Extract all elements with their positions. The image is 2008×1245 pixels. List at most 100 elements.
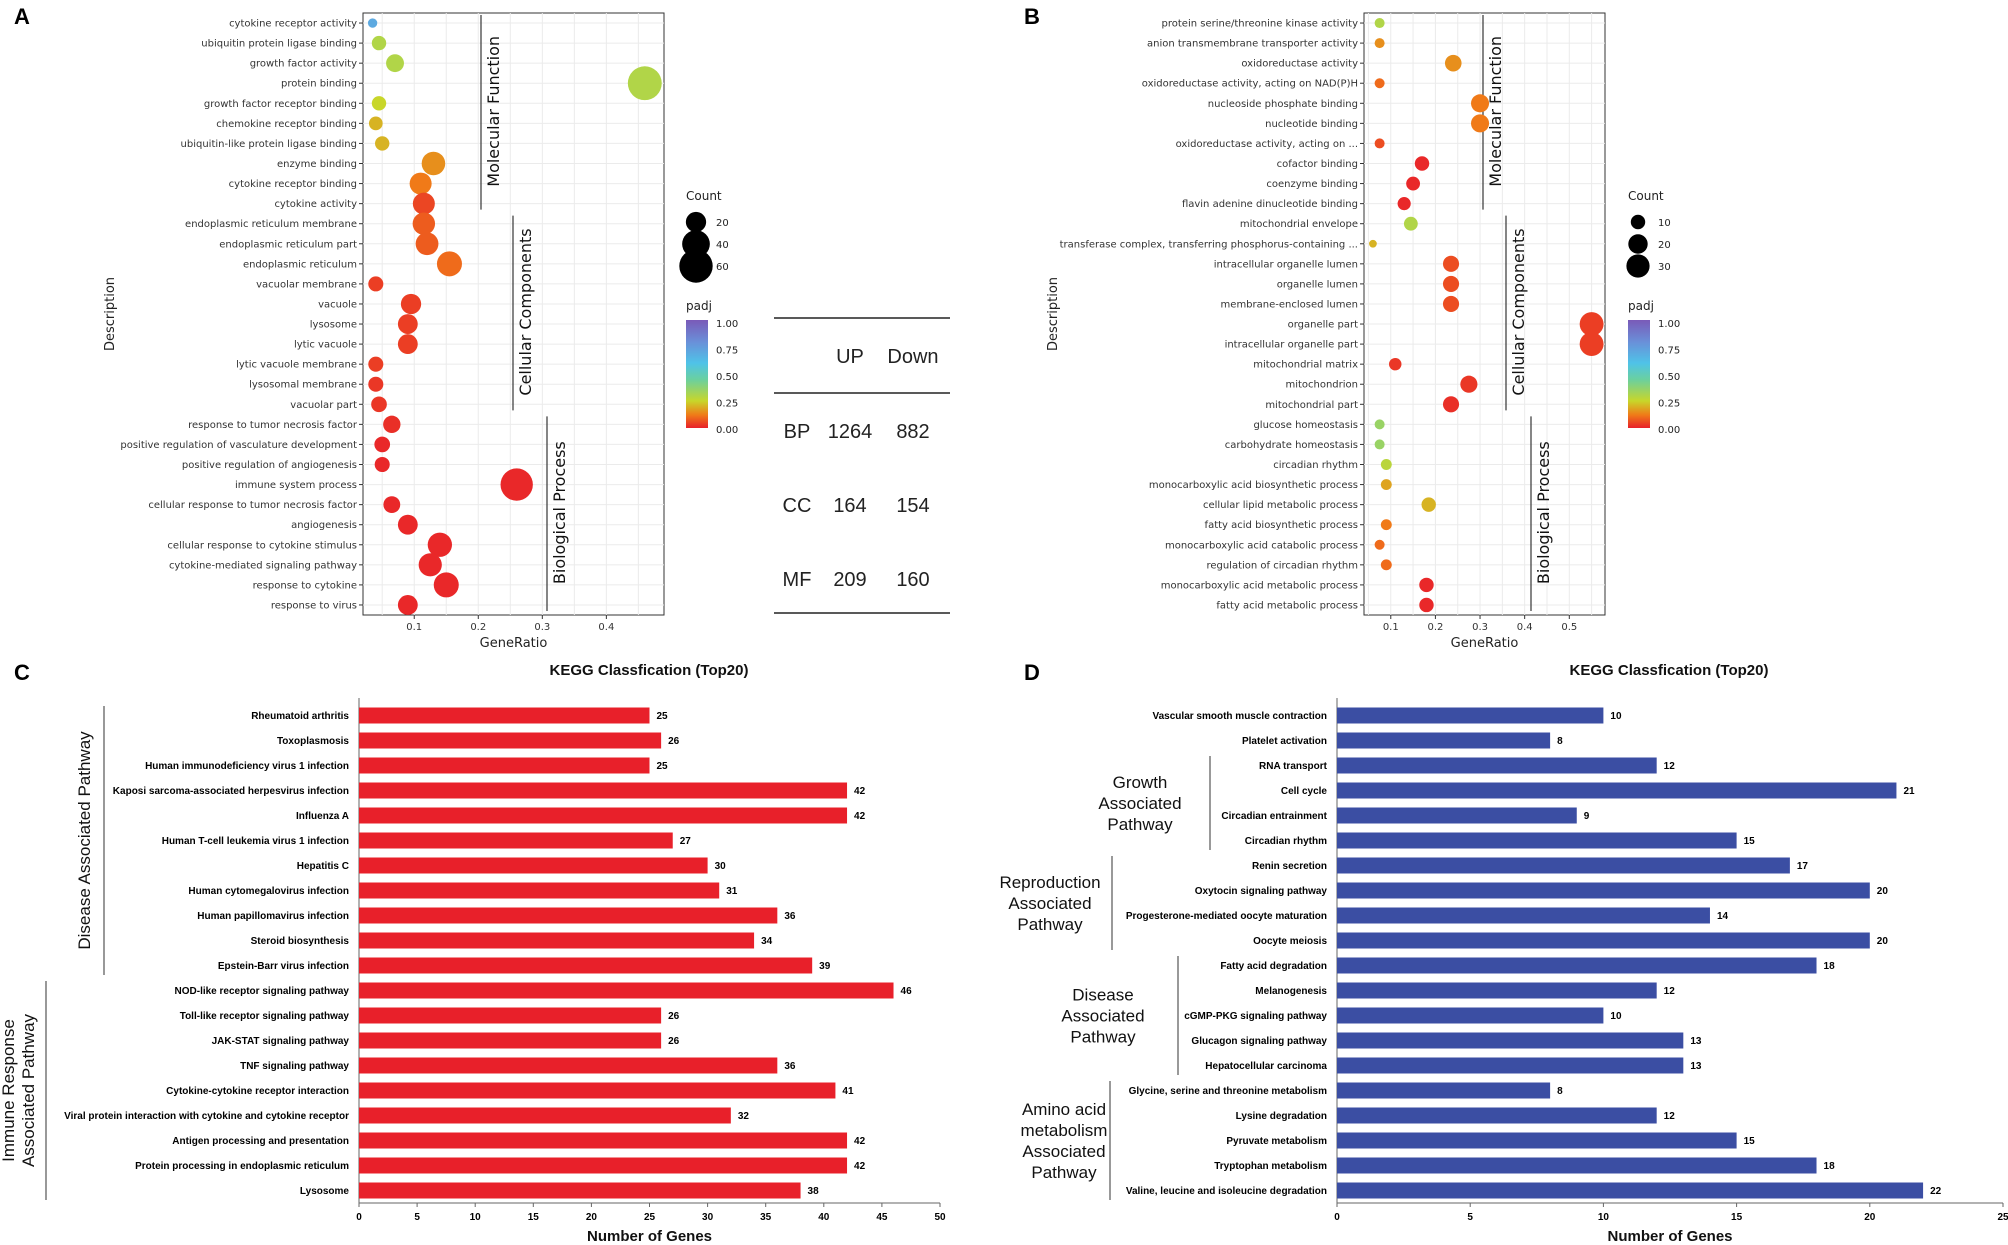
y-tick-label: Tryptophan metabolism	[1214, 1161, 1327, 1172]
bar-value-label: 8	[1557, 736, 1563, 747]
y-tick-label: ubiquitin protein ligase binding	[201, 39, 357, 50]
legend-padj-tick: 0.50	[1658, 372, 1680, 383]
y-tick-label: lytic vacuole membrane	[236, 360, 357, 371]
bar	[1337, 1007, 1604, 1024]
bar-value-label: 30	[715, 861, 727, 872]
y-tick-label: Viral protein interaction with cytokine …	[64, 1111, 349, 1122]
x-tick-label: 40	[818, 1212, 830, 1223]
y-tick-label: mitochondrial matrix	[1253, 360, 1358, 371]
y-tick-label: monocarboxylic acid catabolic process	[1165, 540, 1358, 551]
x-axis-label: GeneRatio	[480, 636, 548, 651]
y-tick-label: Glycine, serine and threonine metabolism	[1129, 1086, 1327, 1097]
y-tick-label: cytokine receptor binding	[229, 179, 357, 190]
data-point	[1403, 216, 1418, 231]
x-tick-label: 30	[702, 1212, 714, 1223]
data-point	[374, 436, 391, 453]
data-point	[368, 376, 384, 392]
bar-value-label: 42	[854, 1161, 866, 1172]
legend-count-marker	[1626, 254, 1650, 278]
legend-count-label: 60	[716, 262, 729, 273]
bar-value-label: 15	[1744, 836, 1756, 847]
data-point	[371, 35, 387, 51]
y-tick-label: Cytokine-cytokine receptor interaction	[166, 1086, 349, 1097]
group-label: Pathway	[1031, 1163, 1097, 1182]
data-point	[397, 514, 418, 535]
data-point	[415, 232, 439, 256]
chart-title: KEGG Classfication (Top20)	[550, 662, 749, 679]
bar	[359, 907, 778, 924]
data-point	[1380, 519, 1392, 531]
y-tick-label: lytic vacuole	[294, 340, 357, 351]
y-tick-label: circadian rhythm	[1273, 460, 1358, 471]
data-point	[409, 172, 432, 195]
y-tick-label: Lysosome	[300, 1186, 350, 1197]
group-label: Biological Process	[550, 441, 569, 584]
data-point	[1374, 138, 1385, 149]
y-tick-label: response to cytokine	[253, 580, 357, 591]
legend-padj-colorbar	[1628, 320, 1650, 428]
x-tick-label: 35	[760, 1212, 772, 1223]
y-tick-label: monocarboxylic acid biosynthetic process	[1149, 480, 1358, 491]
data-point	[1397, 197, 1411, 211]
group-label: Amino acid	[1022, 1100, 1106, 1119]
y-tick-label: response to tumor necrosis factor	[188, 420, 358, 431]
x-tick-label: 0.4	[1517, 622, 1533, 633]
group-label: Immune Response	[0, 1019, 18, 1162]
bar-value-label: 46	[901, 986, 913, 997]
y-axis-label: Description	[103, 277, 118, 351]
x-tick-label: 20	[1864, 1212, 1876, 1223]
bar-value-label: 25	[657, 761, 669, 772]
data-point	[371, 96, 387, 111]
y-tick-label: nucleoside phosphate binding	[1208, 99, 1358, 110]
data-point	[1374, 539, 1385, 550]
group-label: Biological Process	[1534, 441, 1553, 584]
legend-count-marker	[679, 249, 713, 283]
table-row-label: BP	[784, 421, 811, 443]
legend-count-label: 20	[1658, 240, 1671, 251]
y-tick-label: protein serine/threonine kinase activity	[1162, 19, 1359, 30]
y-tick-label: NOD-like receptor signaling pathway	[175, 986, 350, 997]
y-tick-label: Circadian rhythm	[1245, 836, 1327, 847]
panel-label-b: B	[1024, 4, 1040, 29]
bar-value-label: 42	[854, 811, 866, 822]
bar	[359, 857, 708, 874]
legend-padj-title: padj	[686, 299, 712, 313]
y-tick-label: Kaposi sarcoma-associated herpesvirus in…	[113, 786, 349, 797]
bar	[359, 932, 755, 949]
x-axis-label: GeneRatio	[1451, 636, 1519, 651]
y-tick-label: Human cytomegalovirus infection	[188, 886, 349, 897]
group-label: Pathway	[1017, 915, 1083, 934]
y-tick-label: cellular lipid metabolic process	[1203, 500, 1358, 511]
y-tick-label: Toll-like receptor signaling pathway	[180, 1011, 350, 1022]
legend-count-marker	[1630, 214, 1646, 230]
group-label: Disease Associated Pathway	[75, 731, 94, 950]
x-tick-label: 0.4	[598, 622, 614, 633]
y-tick-label: Protein processing in endoplasmic reticu…	[135, 1161, 349, 1172]
bar	[1337, 957, 1817, 974]
group-label: Associated Pathway	[19, 1013, 38, 1167]
table-cell-up: 164	[833, 495, 866, 517]
x-tick-label: 20	[586, 1212, 598, 1223]
group-label: Disease	[1072, 986, 1133, 1005]
data-point	[436, 251, 462, 277]
y-tick-label: organelle lumen	[1277, 279, 1358, 290]
data-point	[1419, 597, 1434, 613]
bar	[359, 982, 894, 999]
data-point	[412, 192, 435, 215]
summary-table: UP Down BP 1264 882 CC 164 154 MF 209 16…	[774, 317, 950, 614]
y-tick-label: anion transmembrane transporter activity	[1147, 39, 1358, 50]
y-tick-label: Steroid biosynthesis	[251, 936, 350, 947]
panel-label-c: C	[14, 660, 30, 685]
bar	[359, 1057, 778, 1074]
data-point	[397, 595, 418, 615]
bar	[1337, 1032, 1684, 1049]
legend-padj-tick: 0.25	[1658, 399, 1680, 410]
bar	[359, 782, 848, 799]
group-label: Cellular Components	[516, 228, 535, 395]
y-tick-label: Glucagon signaling pathway	[1191, 1036, 1327, 1047]
data-point	[433, 572, 459, 598]
legend-count-marker	[685, 211, 707, 233]
y-tick-label: Rheumatoid arthritis	[251, 711, 349, 722]
bar	[359, 1032, 662, 1049]
